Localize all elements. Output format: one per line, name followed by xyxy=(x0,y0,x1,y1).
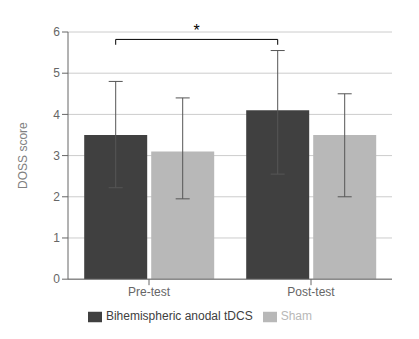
svg-text:0: 0 xyxy=(53,272,60,286)
svg-text:3: 3 xyxy=(53,149,60,163)
svg-text:5: 5 xyxy=(53,66,60,80)
html-text:Bihemispheric anodal tDCS: Bihemispheric anodal tDCS xyxy=(105,309,253,324)
svg-text:2: 2 xyxy=(53,190,60,204)
svg-text:Pre-test: Pre-test xyxy=(128,285,171,299)
html-text:Sham: Sham xyxy=(280,309,312,324)
svg-text:6: 6 xyxy=(53,25,60,39)
svg-text:*: * xyxy=(194,22,200,39)
svg-text:4: 4 xyxy=(53,108,60,122)
svg-text:DOSS score: DOSS score xyxy=(16,122,30,189)
svg-text:Post-test: Post-test xyxy=(287,285,335,299)
svg-text:1: 1 xyxy=(53,231,60,245)
